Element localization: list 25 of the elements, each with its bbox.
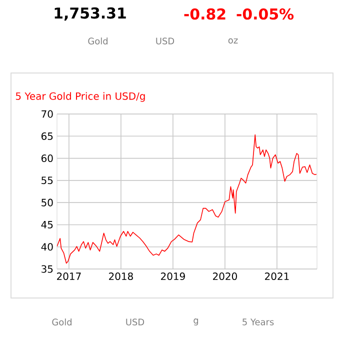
text: -0.82 xyxy=(184,8,226,20)
y-tick-label: 40 xyxy=(41,243,53,251)
text: 1,753.31 xyxy=(54,7,126,21)
text: 5 Years xyxy=(242,318,274,326)
text: g xyxy=(194,318,198,326)
y-tick-label: 60 xyxy=(42,154,53,162)
line-series xyxy=(57,134,317,264)
chart-title: 5 Year Gold Price in USD/g xyxy=(16,92,145,102)
x-tick-label: 2017 xyxy=(57,272,81,280)
y-tick-label: 55 xyxy=(42,176,53,184)
text: Gold xyxy=(88,38,108,44)
y-tick-label: 70 xyxy=(42,110,53,118)
text: USD xyxy=(126,318,144,326)
x-tick-label: 2018 xyxy=(109,272,133,280)
y-tick-label: 50 xyxy=(42,198,53,206)
x-tick-label: 2021 xyxy=(265,272,289,280)
text: USD xyxy=(156,38,174,44)
x-tick-label: 2019 xyxy=(161,272,185,280)
y-tick-label: 35 xyxy=(42,265,53,273)
x-tick-label: 2020 xyxy=(213,272,237,280)
y-tick-label: 65 xyxy=(42,132,53,140)
y-tick-label: 45 xyxy=(41,221,53,228)
text: Gold xyxy=(52,318,72,326)
text: -0.05% xyxy=(236,8,294,20)
text: oz xyxy=(228,38,238,44)
